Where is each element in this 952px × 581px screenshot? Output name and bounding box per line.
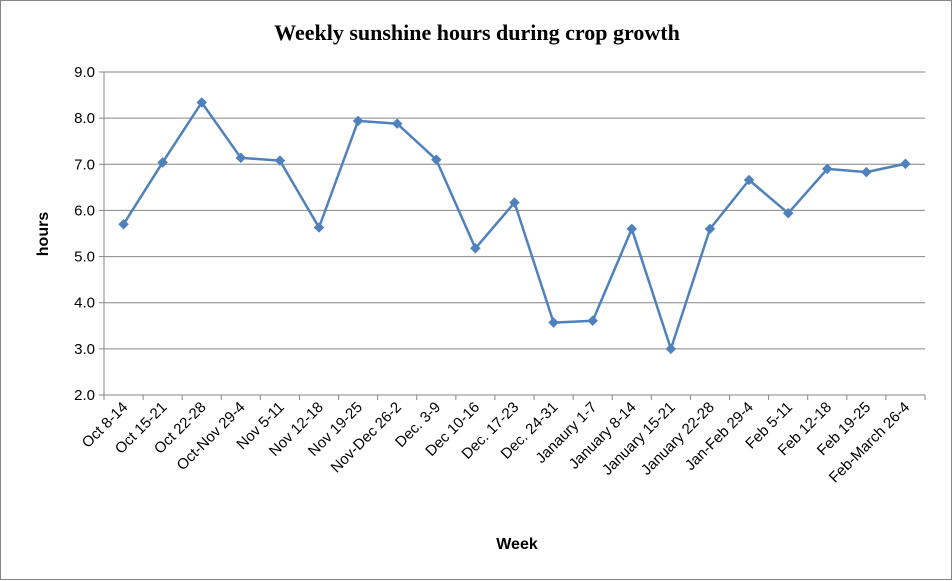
data-point-marker [587,315,599,327]
data-point-marker [743,174,755,186]
y-tick-label: 8.0 [74,110,95,127]
axes [99,71,926,400]
data-point-marker [235,152,247,164]
data-point-marker [509,197,520,208]
data-point-marker [313,222,325,233]
data-point-marker [782,207,794,219]
y-tick-label: 4.0 [74,295,95,312]
y-tick-labels: 2.0 3.0 4.0 5.0 6.0 7.0 8.0 9.0 [74,64,95,404]
data-point-marker [665,343,677,355]
data-point-marker [196,97,208,108]
data-point-marker [274,155,286,166]
data-point-marker [704,223,716,235]
y-tick-label: 5.0 [74,249,95,266]
y-tick-label: 6.0 [74,202,95,219]
gridlines [104,71,925,350]
data-point-marker [470,242,481,254]
y-tick-label: 9.0 [74,64,95,81]
y-tick-label: 3.0 [74,341,95,358]
x-axis-title: Week [496,536,538,553]
data-point-marker [430,154,442,166]
data-point-marker [118,218,129,230]
data-point-marker [900,158,911,170]
y-axis-title: hours [35,212,52,257]
series-layer [118,97,911,355]
chart-title: Weekly sunshine hours during crop growth [274,20,680,45]
data-point-marker [626,223,638,235]
data-point-marker [548,317,559,328]
y-tick-label: 2.0 [74,387,95,404]
series-line [122,101,906,351]
y-tick-label: 7.0 [74,156,95,173]
data-point-marker [861,166,872,178]
data-point-marker [391,118,403,130]
data-point-marker [157,157,168,168]
data-point-marker [352,115,364,127]
data-point-marker [821,163,833,175]
